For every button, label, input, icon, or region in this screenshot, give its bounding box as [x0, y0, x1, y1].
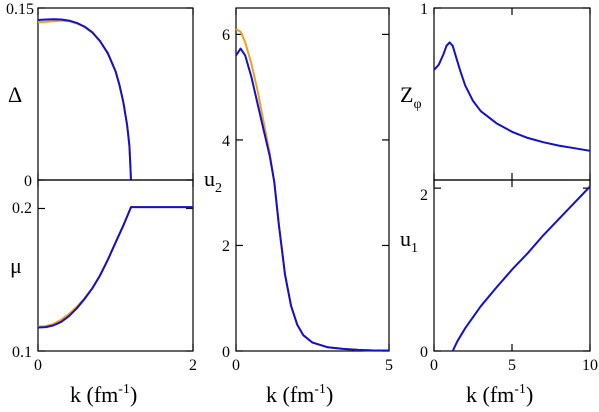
panel-u1-marks: [433, 180, 591, 352]
u1-ylabel-main: u: [400, 226, 411, 251]
u2-xtick-label-1: 5: [385, 357, 393, 374]
panel-u1: 0 2 u1 0 5 10 k (fm-1): [400, 179, 598, 407]
u2-xlabel: k (fm-1): [266, 382, 333, 407]
panel-zphi: 1 Zφ: [400, 1, 591, 181]
mu-xlabel-main: k (fm: [70, 382, 118, 407]
u1-xlabel-end: ): [526, 382, 533, 407]
panel-mu: 0.1 0.2 μ 0 2 k (fm-1): [10, 179, 197, 407]
zphi-ylabel: Zφ: [400, 82, 422, 112]
u2-series-line-1: [235, 47, 389, 352]
panel-u2: 0 2 4 6 u2 0 5 k (fm-1): [204, 7, 393, 407]
panel-delta: 0 0.15 Δ: [6, 1, 194, 190]
u2-ytick-label-0: 0: [222, 344, 230, 361]
u2-series-line-0: [235, 28, 389, 352]
u1-xtick-label-0: 0: [430, 357, 438, 374]
mu-ylabel: μ: [10, 253, 22, 278]
panel-zphi-frame: [433, 7, 591, 181]
u2-ylabel-sub: 2: [215, 181, 222, 196]
delta-ytick-label-1: 0.15: [6, 1, 34, 18]
u1-xlabel: k (fm-1): [466, 382, 533, 407]
zphi-series-line-0: [433, 41, 591, 152]
u1-ytick-label-0: 0: [420, 344, 428, 361]
u2-ytick-label-3: 6: [222, 27, 230, 44]
panel-mu-frame: [37, 179, 194, 352]
u2-xlabel-main: k (fm: [266, 382, 314, 407]
u1-xlabel-main: k (fm: [466, 382, 514, 407]
panel-delta-frame: [37, 7, 194, 181]
mu-xlabel: k (fm-1): [70, 382, 137, 407]
u2-ylabel: u2: [204, 166, 222, 196]
panel-u2-marks: [235, 8, 390, 352]
mu-xtick-label-1: 2: [189, 357, 197, 374]
mu-xlabel-sup: -1: [118, 382, 130, 397]
mu-xlabel-end: ): [130, 382, 137, 407]
u1-series-line-0: [451, 185, 591, 352]
delta-series-line-0: [37, 19, 132, 181]
panel-delta-marks: [37, 7, 194, 181]
delta-series-line-1: [37, 18, 132, 181]
u1-xlabel-sup: -1: [514, 382, 526, 397]
mu-ytick-label-0: 0.1: [12, 344, 32, 361]
u2-xtick-label-0: 0: [232, 357, 240, 374]
u1-xtick-label-1: 5: [508, 357, 516, 374]
delta-ylabel: Δ: [8, 82, 22, 107]
panel-u2-frame: [235, 7, 390, 352]
mu-series-line-1: [37, 206, 193, 329]
panel-zphi-marks: [433, 7, 591, 180]
mu-series-line-0: [37, 206, 193, 328]
panel-mu-marks: [37, 180, 194, 352]
u1-ylabel: u1: [400, 226, 418, 256]
u1-ylabel-sub: 1: [411, 241, 418, 256]
panel-u1-frame: [433, 179, 591, 352]
delta-ytick-label-0: 0: [24, 173, 32, 190]
zphi-ytick-label-0: 1: [420, 1, 428, 18]
zphi-ylabel-sub: φ: [413, 97, 421, 112]
zphi-ylabel-main: Z: [400, 82, 413, 107]
u2-xlabel-end: ): [326, 382, 333, 407]
u2-ytick-label-2: 4: [222, 133, 230, 150]
u2-xlabel-sup: -1: [314, 382, 326, 397]
u1-ytick-label-1: 2: [420, 187, 428, 204]
mu-ytick-label-1: 0.2: [12, 200, 32, 217]
u2-ytick-label-1: 2: [222, 238, 230, 255]
mu-xtick-label-0: 0: [34, 357, 42, 374]
u2-ylabel-main: u: [204, 166, 215, 191]
u1-xtick-label-2: 10: [582, 357, 598, 374]
